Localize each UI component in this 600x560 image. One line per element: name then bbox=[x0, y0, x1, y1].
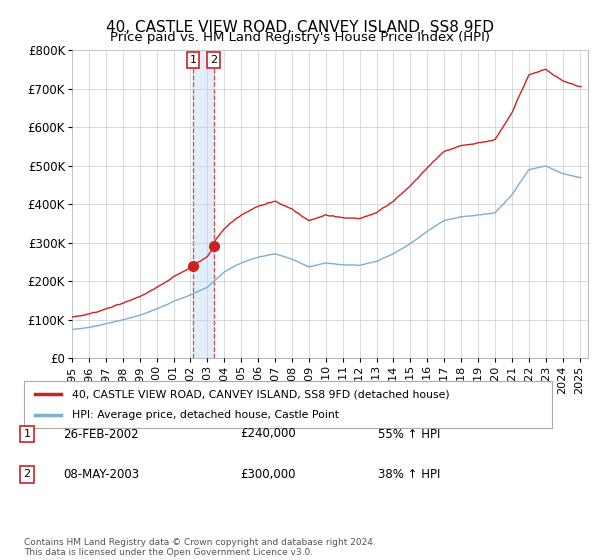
Text: HPI: Average price, detached house, Castle Point: HPI: Average price, detached house, Cast… bbox=[71, 410, 338, 420]
Text: 26-FEB-2002: 26-FEB-2002 bbox=[63, 427, 139, 441]
Bar bbox=[193, 50, 214, 358]
Text: 40, CASTLE VIEW ROAD, CANVEY ISLAND, SS8 9FD: 40, CASTLE VIEW ROAD, CANVEY ISLAND, SS8… bbox=[106, 20, 494, 35]
Text: 55% ↑ HPI: 55% ↑ HPI bbox=[378, 427, 440, 441]
Text: 2: 2 bbox=[210, 55, 217, 65]
Text: Price paid vs. HM Land Registry's House Price Index (HPI): Price paid vs. HM Land Registry's House … bbox=[110, 31, 490, 44]
Text: 40, CASTLE VIEW ROAD, CANVEY ISLAND, SS8 9FD (detached house): 40, CASTLE VIEW ROAD, CANVEY ISLAND, SS8… bbox=[71, 389, 449, 399]
Text: £240,000: £240,000 bbox=[240, 427, 296, 441]
Text: 2: 2 bbox=[23, 469, 31, 479]
Text: 1: 1 bbox=[23, 429, 31, 439]
Text: 08-MAY-2003: 08-MAY-2003 bbox=[63, 468, 139, 481]
Text: 38% ↑ HPI: 38% ↑ HPI bbox=[378, 468, 440, 481]
Text: Contains HM Land Registry data © Crown copyright and database right 2024.
This d: Contains HM Land Registry data © Crown c… bbox=[24, 538, 376, 557]
Text: 1: 1 bbox=[190, 55, 196, 65]
Text: £300,000: £300,000 bbox=[240, 468, 296, 481]
